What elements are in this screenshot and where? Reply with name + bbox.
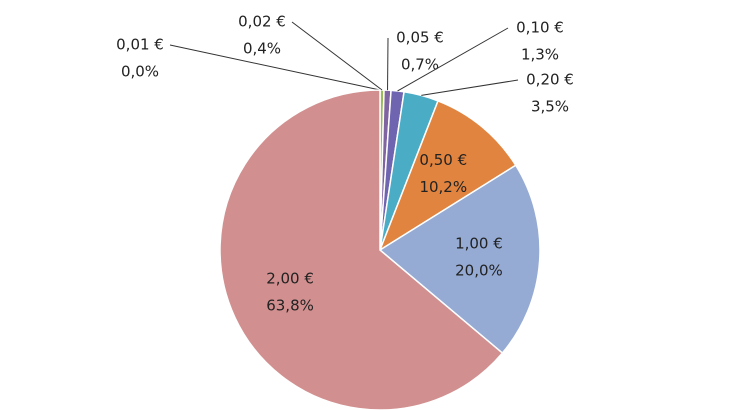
pie-slice: [219, 89, 504, 410]
slice-category: 0,05 €: [396, 29, 444, 47]
slice-category: 0,50 €: [419, 151, 467, 169]
slice-percent: 3,5%: [531, 98, 569, 116]
slice-percent: 20,0%: [455, 262, 503, 280]
slice-category: 0,10 €: [516, 19, 564, 37]
pie-slice: [378, 99, 517, 252]
slice-category: 0,02 €: [238, 13, 286, 31]
leader-line: [169, 44, 381, 91]
slice-percent: 0,0%: [121, 63, 159, 81]
slice-category: 0,01 €: [116, 36, 164, 54]
leader-line: [421, 79, 519, 96]
slice-category: 2,00 €: [266, 269, 314, 287]
slice-percent: 10,2%: [419, 178, 467, 196]
leader-line: [397, 27, 509, 92]
slice-percent: 63,8%: [266, 296, 314, 314]
leader-line: [291, 21, 383, 91]
slice-percent: 0,7%: [401, 56, 439, 74]
slice-category: 0,20 €: [526, 71, 574, 89]
slice-percent: 0,4%: [243, 40, 281, 58]
pie-slice: [378, 164, 541, 355]
slice-category: 1,00 €: [455, 235, 503, 253]
slice-percent: 1,3%: [521, 46, 559, 64]
